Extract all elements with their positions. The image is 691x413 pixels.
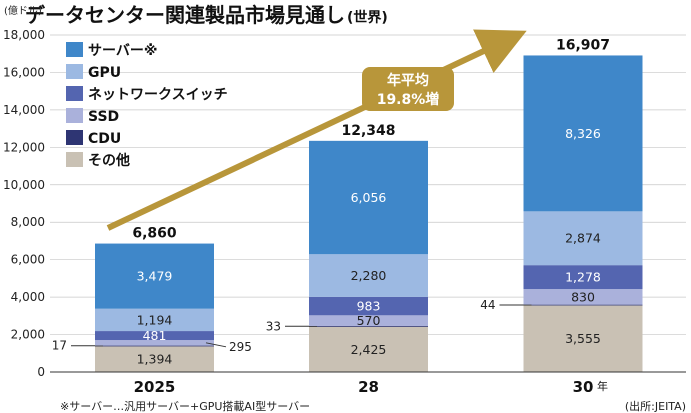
- data-label: 17: [52, 339, 67, 353]
- bar-segment: [523, 211, 643, 266]
- data-label: 3,555: [565, 331, 601, 346]
- legend-label: サーバー※: [88, 43, 157, 59]
- y-axis-unit-label: (億ドル): [4, 4, 42, 17]
- data-label: 295: [229, 340, 252, 354]
- bar-segment: [309, 296, 428, 316]
- chart-title-suffix: (世界): [347, 9, 388, 26]
- data-label: 570: [357, 313, 381, 328]
- legend-swatch: [66, 86, 83, 101]
- y-tick-label: 6,000: [11, 253, 45, 267]
- growth-annotation-line1: 年平均: [387, 72, 429, 89]
- data-label: 830: [571, 289, 595, 304]
- total-label: 12,348: [341, 123, 395, 139]
- bar-segment: [95, 308, 214, 332]
- source-note: (出所:JEITA): [625, 399, 686, 413]
- y-tick-label: 0: [37, 365, 45, 379]
- bar-segment: [309, 325, 428, 327]
- data-label: 2,874: [565, 231, 601, 246]
- data-label: 44: [480, 298, 495, 312]
- legend-swatch: [66, 42, 83, 57]
- bar-segment: [523, 305, 643, 372]
- total-label: 16,907: [556, 37, 610, 53]
- x-tick-label: 2025: [134, 378, 176, 396]
- data-label: 3,479: [137, 269, 173, 284]
- bar-segment: [309, 254, 428, 297]
- y-axis-ticks: 0 2,000 4,000 6,000 8,000 10,000 12,000 14,000 1…: [3, 28, 45, 379]
- bar-segment: [523, 289, 643, 305]
- y-tick-label: 4,000: [11, 290, 45, 304]
- bar-segment: [309, 315, 428, 326]
- data-label: 2,425: [351, 342, 387, 357]
- y-tick-label: 18,000: [3, 28, 45, 42]
- y-tick-label: 14,000: [3, 103, 45, 117]
- bar-segment: [523, 304, 643, 306]
- y-tick-label: 8,000: [11, 215, 45, 229]
- bar-segment: [523, 265, 643, 290]
- bar-segment: [95, 331, 214, 341]
- y-tick-label: 16,000: [3, 65, 45, 79]
- growth-annotation-box: [362, 67, 454, 111]
- bar-segment: [309, 140, 428, 255]
- legend-swatch: [66, 130, 83, 145]
- data-label: 8,326: [565, 126, 601, 141]
- data-label: 1,278: [565, 270, 601, 285]
- footnote: ※サーバー…汎用サーバー+GPU搭載AI型サーバー: [60, 399, 310, 413]
- data-label: 1,194: [137, 312, 173, 327]
- data-label: 481: [143, 328, 167, 343]
- bar-segment: [95, 243, 214, 309]
- growth-annotation-line2: 19.8%増: [377, 91, 440, 108]
- bar-segment: [309, 326, 428, 372]
- label-leader-line: [205, 342, 227, 348]
- x-tick-label: 28: [358, 378, 379, 396]
- legend-label: ネットワークスイッチ: [88, 87, 228, 103]
- total-label: 6,860: [132, 226, 177, 242]
- x-axis-labels: 2025 28 30 年: [134, 378, 608, 396]
- legend-label: SSD: [88, 109, 119, 125]
- data-label: 2,280: [351, 268, 387, 283]
- legend-label: その他: [88, 152, 130, 169]
- bar-segment: [95, 345, 214, 372]
- legend-swatch: [66, 152, 83, 167]
- data-label: 1,394: [137, 351, 173, 366]
- x-unit-label: 年: [597, 379, 608, 393]
- x-tick-label: 30: [573, 378, 594, 396]
- legend-swatch: [66, 108, 83, 123]
- bar-segment: [95, 340, 214, 346]
- bar-segment: [95, 345, 214, 347]
- legend-label: CDU: [88, 131, 121, 147]
- bar-segment: [523, 55, 643, 212]
- y-tick-label: 10,000: [3, 178, 45, 192]
- chart-title: データセンター関連製品市場見通し: [25, 3, 345, 27]
- y-tick-label: 12,000: [3, 140, 45, 154]
- legend: サーバー※ GPU ネットワークスイッチ SSD CDU その他: [66, 42, 228, 169]
- data-label: 6,056: [351, 190, 387, 205]
- legend-label: GPU: [88, 65, 121, 81]
- y-tick-label: 2,000: [11, 328, 45, 342]
- data-label: 33: [266, 319, 281, 333]
- data-label: 983: [357, 299, 381, 314]
- legend-swatch: [66, 64, 83, 79]
